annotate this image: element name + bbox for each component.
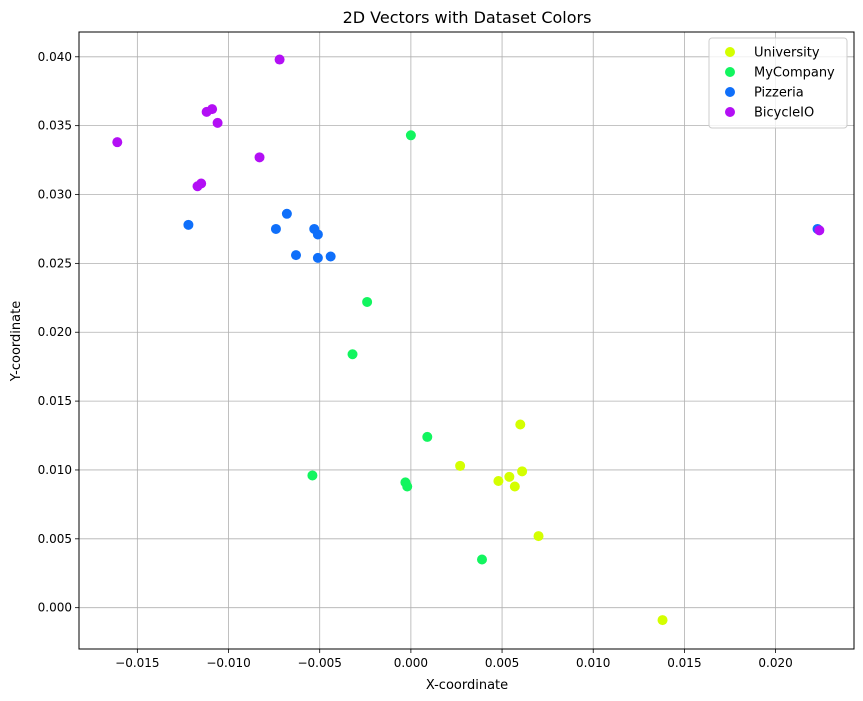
x-tick-label: −0.010 <box>206 656 250 670</box>
y-tick-label: 0.015 <box>38 394 72 408</box>
data-point-pizzeria <box>291 250 301 261</box>
data-point-mycompany <box>402 481 413 492</box>
legend-box <box>708 37 848 129</box>
data-point-bicycleio <box>254 152 265 163</box>
data-point-mycompany <box>307 470 318 481</box>
x-tick-label: 0.010 <box>576 656 610 670</box>
legend-label: Pizzeria <box>754 86 804 101</box>
data-point-bicycleio <box>274 54 285 65</box>
legend: University MyCompany Pizzeria BicycleIO <box>708 37 848 129</box>
data-point-mycompany <box>362 296 373 307</box>
legend-marker <box>725 107 735 117</box>
data-point-bicycleio <box>192 181 203 192</box>
data-point-bicycleio <box>201 106 212 117</box>
y-tick-label: 0.010 <box>38 463 72 477</box>
data-point-mycompany <box>422 431 433 442</box>
x-axis-title: X-coordinate <box>426 678 508 693</box>
x-tick-label: −0.015 <box>115 656 159 670</box>
data-point-university <box>657 615 668 626</box>
data-point-pizzeria <box>325 251 336 262</box>
x-tick-label: −0.005 <box>297 656 341 670</box>
x-tick-label: 0.000 <box>394 656 428 670</box>
data-point-university <box>533 531 544 542</box>
data-point-university <box>509 481 520 492</box>
legend-label: BicycleIO <box>754 106 814 121</box>
legend-marker <box>725 87 735 97</box>
y-tick-label: 0.030 <box>38 188 72 202</box>
data-point-bicycleio <box>112 137 123 148</box>
data-point-pizzeria <box>270 223 281 234</box>
data-point-university <box>515 419 526 430</box>
x-tick-label: 0.015 <box>667 656 701 670</box>
x-tick-label: 0.005 <box>485 656 519 670</box>
data-point-pizzeria <box>312 252 323 263</box>
chart-title: 2D Vectors with Dataset Colors <box>343 8 592 27</box>
data-point-university <box>517 466 528 477</box>
y-tick-label: 0.025 <box>38 256 72 270</box>
plot-area-frame <box>78 31 855 650</box>
axis-ticks: −0.015 −0.010 −0.005 0.000 0.005 0.010 0.015 0.… <box>38 50 793 670</box>
y-tick-label: 0.005 <box>38 532 72 546</box>
data-point-bicycleio <box>814 225 825 236</box>
data-point-pizzeria <box>281 208 292 219</box>
data-point-university <box>455 460 466 471</box>
y-tick-label: 0.020 <box>38 325 72 339</box>
legend-label: MyCompany <box>754 66 835 81</box>
legend-marker <box>725 47 735 57</box>
data-point-university <box>493 475 504 486</box>
legend-label: University <box>754 46 820 61</box>
data-point-mycompany <box>347 349 358 360</box>
y-tick-label: 0.035 <box>38 119 72 133</box>
data-point-pizzeria <box>183 219 194 230</box>
y-axis-title: Y-coordinate <box>9 301 24 382</box>
data-point-university <box>504 471 515 482</box>
data-point-mycompany <box>405 130 416 141</box>
data-points <box>112 54 825 626</box>
x-tick-label: 0.020 <box>758 656 792 670</box>
y-tick-label: 0.000 <box>38 601 72 615</box>
legend-marker <box>725 67 735 77</box>
y-tick-label: 0.040 <box>38 50 72 64</box>
data-point-bicycleio <box>212 117 223 128</box>
data-point-mycompany <box>477 554 487 565</box>
data-point-pizzeria <box>312 229 323 240</box>
grid-lines <box>79 32 854 649</box>
